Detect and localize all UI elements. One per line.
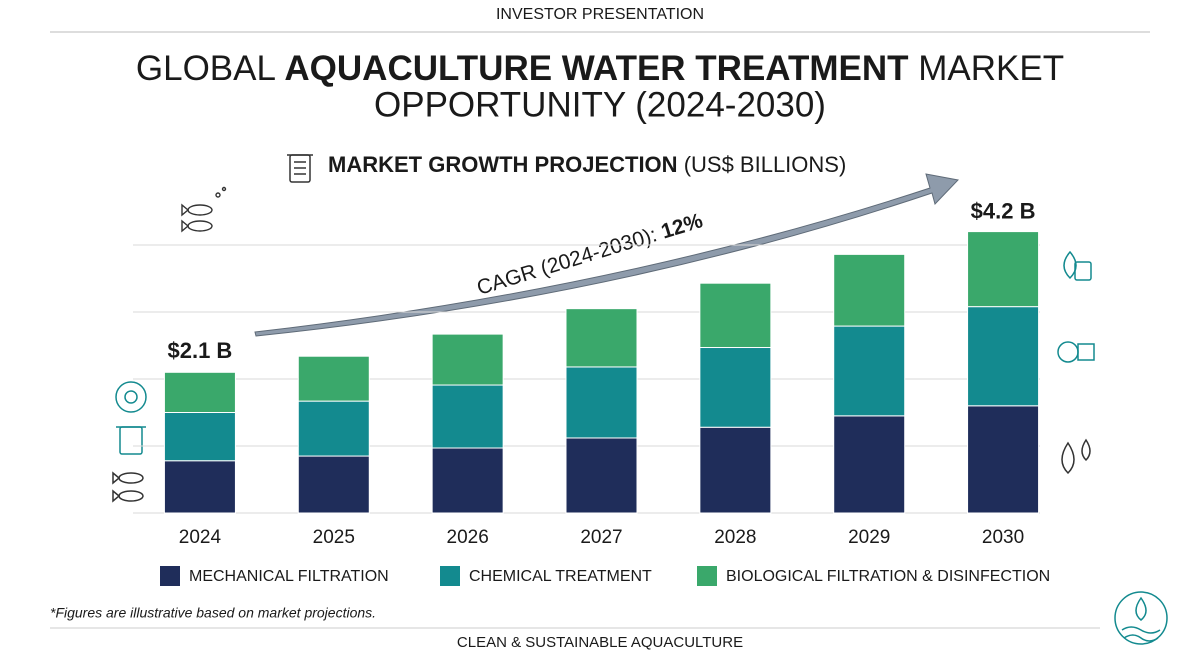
- bar-segment: [297, 455, 370, 514]
- x-tick-label: 2027: [580, 527, 622, 548]
- subtitle: MARKET GROWTH PROJECTION (US$ BILLIONS): [328, 152, 846, 177]
- title-tail: MARKET: [918, 49, 1064, 88]
- logo: [1114, 591, 1168, 645]
- title-lead: GLOBAL: [136, 49, 276, 88]
- legend-label: CHEMICAL TREATMENT: [469, 568, 652, 585]
- bar-segment: [833, 415, 906, 514]
- bar-segment: [163, 412, 236, 462]
- legend-label: BIOLOGICAL FILTRATION & DISINFECTION: [726, 568, 1050, 585]
- footer: CLEAN & SUSTAINABLE AQUACULTURE: [457, 634, 743, 651]
- cagr-annotation: CAGR (2024-2030): 12%: [474, 209, 705, 300]
- header: INVESTOR PRESENTATION: [496, 6, 704, 23]
- title-line-2: OPPORTUNITY (2024-2030): [374, 85, 826, 124]
- bar-segment: [431, 333, 504, 386]
- x-tick-label: 2025: [313, 527, 355, 548]
- bar-segment: [833, 253, 906, 327]
- end-value-label: $4.2 B: [971, 198, 1036, 223]
- bar-segment: [297, 355, 370, 402]
- footnote: *Figures are illustrative based on marke…: [50, 605, 376, 621]
- bar-segment: [967, 405, 1040, 514]
- subtitle-rest: (US$ BILLIONS): [684, 152, 847, 177]
- bar-segment: [431, 447, 504, 514]
- cagr-value: 12%: [658, 209, 705, 243]
- bar-segment: [699, 347, 772, 428]
- bar-segment: [699, 426, 772, 514]
- right-icons: [1057, 250, 1095, 475]
- subtitle-bold: MARKET GROWTH PROJECTION: [328, 152, 678, 177]
- bar-segment: [967, 306, 1040, 407]
- bar-segment: [163, 460, 236, 514]
- legend-swatch: [697, 566, 717, 586]
- legend-swatch: [160, 566, 180, 586]
- legend-swatch: [440, 566, 460, 586]
- legend-label: MECHANICAL FILTRATION: [189, 568, 389, 585]
- x-tick-label: 2029: [848, 527, 890, 548]
- left-icons: [112, 381, 147, 503]
- bar-segment: [163, 371, 236, 413]
- plot: 2024 2025 2026 2027 2028 2029 2030 $2.1 B $4.2 B…: [133, 198, 1050, 586]
- bar-segment: [565, 366, 638, 439]
- x-tick-label: 2028: [714, 527, 756, 548]
- bar-segment: [565, 308, 638, 368]
- bar-segment: [699, 282, 772, 349]
- bar-segment: [431, 384, 504, 449]
- bar-segment: [297, 400, 370, 457]
- start-value-label: $2.1 B: [168, 338, 233, 363]
- bar-segment: [967, 231, 1040, 308]
- title-line-1: GLOBAL AQUACULTURE WATER TREATMENT MARKE…: [136, 49, 1064, 88]
- bar-segment: [565, 437, 638, 514]
- x-tick-label: 2024: [179, 527, 222, 548]
- title-bold: AQUACULTURE WATER TREATMENT: [284, 49, 908, 88]
- x-tick-label: 2030: [982, 527, 1024, 548]
- growth-arrow: [254, 173, 960, 337]
- filter-icon: [287, 154, 313, 183]
- fish-icon: [181, 186, 227, 233]
- x-tick-label: 2026: [447, 527, 489, 548]
- bar-segment: [833, 325, 906, 417]
